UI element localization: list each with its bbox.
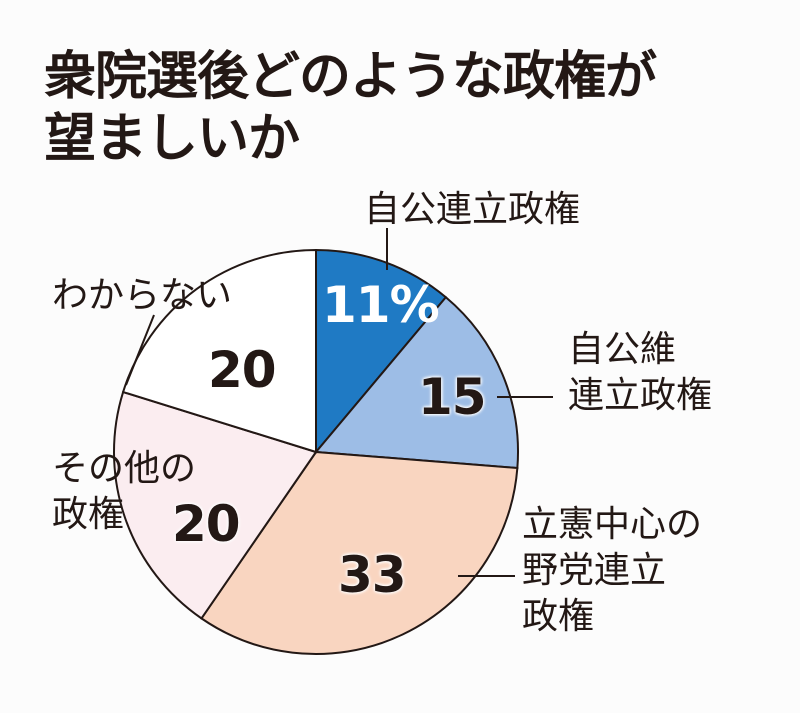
value-other: 20: [172, 495, 241, 553]
label-other-line1: その他の: [52, 448, 197, 489]
slice-jikouishin: [313, 295, 519, 470]
label-jikouishin-line1: 自公維: [568, 329, 677, 370]
label-rikken-line3: 政権: [522, 596, 595, 637]
value-unknown: 20: [208, 341, 277, 399]
chart-title-line2: 望ましいか: [44, 109, 300, 169]
label-rikken-line2: 野党連立: [522, 550, 667, 591]
slice-rikken: [200, 450, 519, 655]
slice-other: [113, 390, 318, 620]
label-jikouishin-line2: 連立政権: [568, 375, 713, 416]
value-jikou: 11%: [322, 276, 440, 334]
pie-slices: [113, 248, 519, 655]
leader-line-unknown: [125, 314, 155, 386]
label-jikou: 自公連立政権: [364, 189, 581, 230]
label-other-line2: 政権: [52, 494, 125, 535]
slice-jikou: [315, 248, 448, 455]
value-rikken: 33: [338, 546, 407, 604]
chart-title: 衆院選後どのような政権が 望ましいか: [44, 46, 764, 170]
label-rikken-line1: 立憲中心の: [522, 504, 703, 545]
value-jikouishin: 15: [418, 368, 487, 426]
label-unknown: わからない: [52, 275, 233, 316]
chart-title-line1: 衆院選後どのような政権が: [44, 47, 657, 107]
